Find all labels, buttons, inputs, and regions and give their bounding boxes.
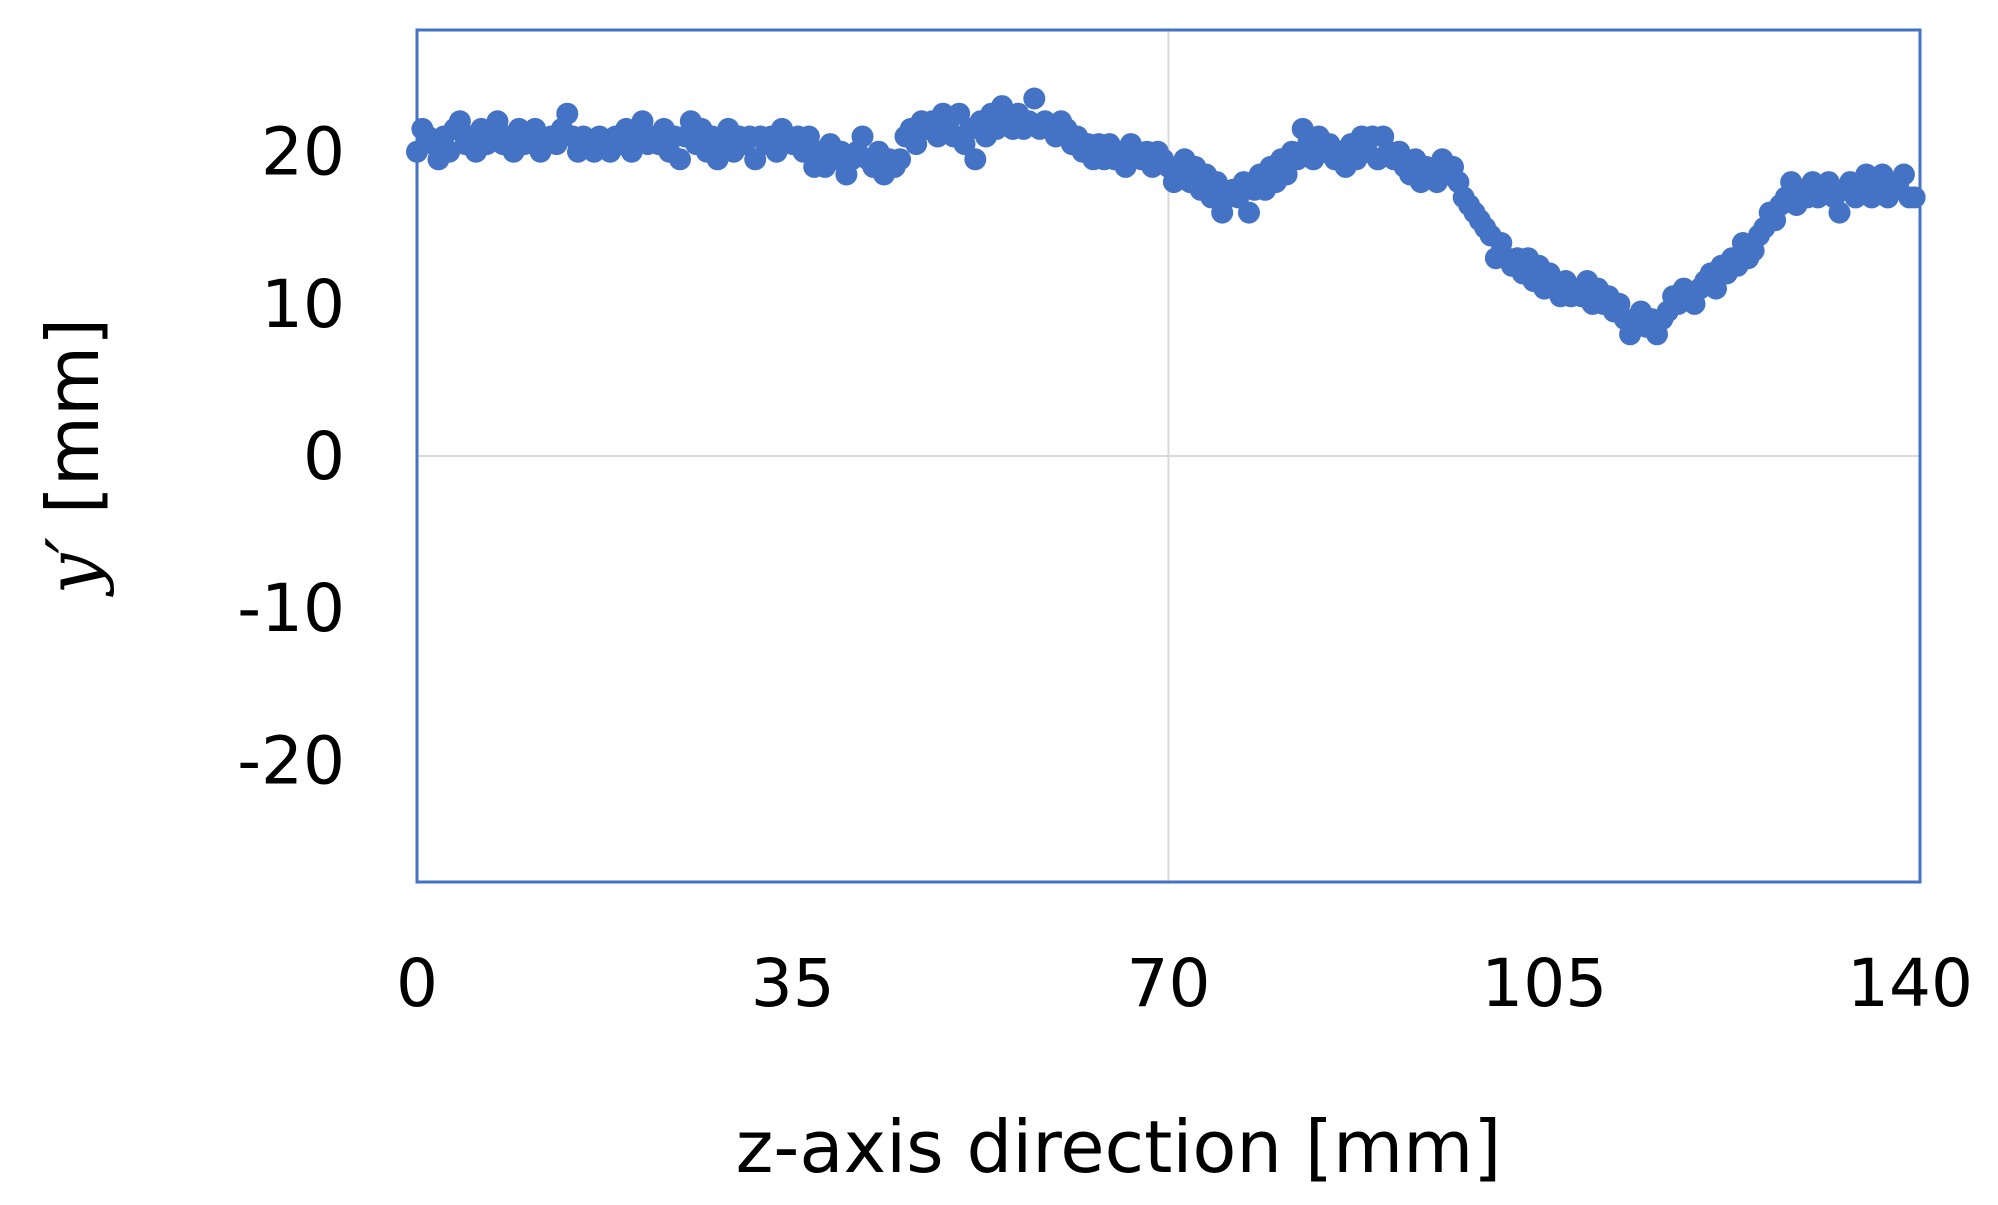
data-point	[851, 125, 874, 148]
plot-area-border	[415, 28, 1922, 884]
y-tick-label: 0	[303, 418, 345, 495]
x-axis-tick-labels: 0 35 70 105 140	[396, 945, 1973, 1022]
data-point	[669, 148, 691, 171]
data-point	[448, 110, 471, 133]
y-tick-label: -10	[237, 570, 345, 647]
data-points	[406, 87, 1926, 346]
y-axis-tick-labels: 20 10 0 -10 -20	[237, 114, 345, 800]
data-point	[1275, 163, 1298, 186]
data-point	[1286, 148, 1309, 171]
data-point	[1828, 201, 1851, 224]
x-tick-label: 140	[1847, 945, 1973, 1022]
data-point	[1705, 277, 1727, 300]
data-point	[1892, 163, 1915, 186]
data-point	[964, 148, 987, 171]
data-point	[486, 110, 509, 133]
data-point	[631, 110, 654, 133]
data-point	[744, 148, 767, 171]
y-axis-title-variable: y′	[31, 537, 115, 597]
y-tick-label: -20	[237, 722, 345, 799]
y-tick-label: 20	[261, 114, 345, 191]
x-axis-title: z-axis direction [mm]	[736, 1105, 1502, 1189]
y-axis-title: y′ [mm]	[31, 318, 115, 597]
x-tick-label: 35	[751, 945, 835, 1022]
y-tick-label: 10	[261, 266, 345, 343]
data-point	[1023, 87, 1046, 110]
data-point	[905, 133, 928, 156]
data-point	[1238, 201, 1260, 224]
data-point	[556, 102, 579, 125]
x-tick-label: 0	[396, 945, 438, 1022]
x-tick-label: 70	[1127, 945, 1211, 1022]
data-point	[1903, 186, 1926, 209]
x-tick-label: 105	[1481, 945, 1607, 1022]
y-axis-title-unit: [mm]	[31, 318, 115, 537]
data-point	[889, 148, 912, 171]
data-point	[797, 125, 820, 148]
data-point	[948, 102, 971, 125]
